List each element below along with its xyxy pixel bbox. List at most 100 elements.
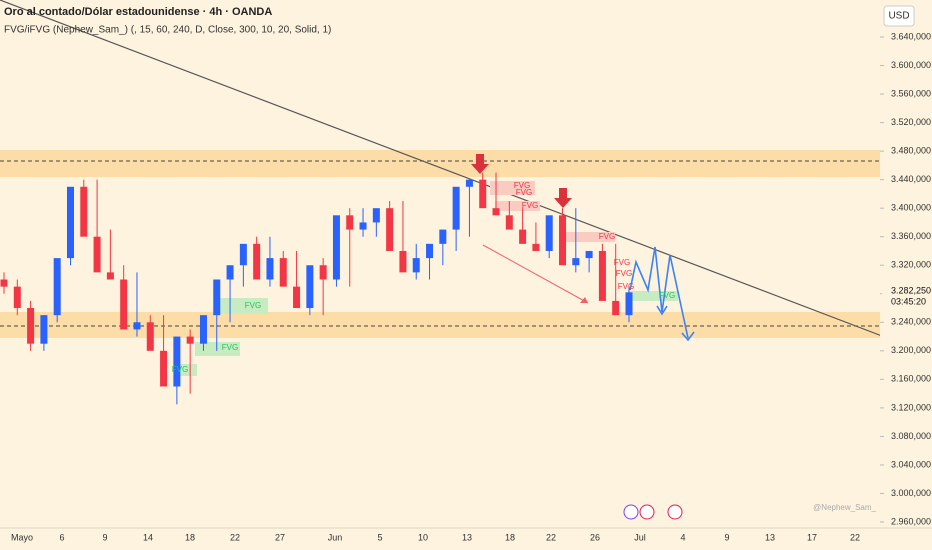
- x-tick-label: 17: [807, 532, 817, 542]
- fvg-box: [495, 201, 540, 211]
- arrow-head: [681, 331, 695, 342]
- price-axis: [880, 0, 932, 528]
- arrow-head: [656, 305, 668, 316]
- y-tick-label: 3.600,000: [891, 60, 931, 70]
- fvg-label: FVG: [245, 301, 261, 310]
- trendline: [0, 0, 883, 337]
- x-tick-label: 18: [185, 532, 195, 542]
- red-arrow: [554, 188, 572, 208]
- y-tick-label: 2.960,000: [891, 516, 931, 526]
- x-tick-label: 4: [680, 532, 685, 542]
- watermark: @Nephew_Sam_: [813, 503, 876, 512]
- candle-body: [0, 279, 8, 287]
- candle-body: [492, 208, 500, 216]
- y-tick-label: 3.040,000: [891, 459, 931, 469]
- y-tick-label: 3.560,000: [891, 88, 931, 98]
- y-tick-label: 3.360,000: [891, 231, 931, 241]
- candle-body: [452, 186, 460, 230]
- candle-body: [399, 250, 407, 273]
- candle-body: [572, 258, 580, 266]
- candle-body: [239, 243, 247, 266]
- candle-body: [598, 250, 606, 301]
- projection-path: [629, 246, 689, 339]
- candle-body: [505, 215, 513, 230]
- candle-body: [372, 208, 380, 223]
- fvg-label: FVG: [172, 365, 188, 374]
- fvg-box: [628, 291, 678, 301]
- event-icon[interactable]: [639, 504, 655, 520]
- candle-body: [532, 243, 540, 251]
- fvg-box: [565, 232, 615, 242]
- fvg-box: [175, 364, 197, 376]
- support-zone: [0, 312, 880, 338]
- y-tick-label: 3.640,000: [891, 31, 931, 41]
- x-tick-label: 26: [590, 532, 600, 542]
- down-arrow-line: [482, 244, 589, 304]
- x-tick-label: 14: [143, 532, 153, 542]
- candle-body: [465, 179, 473, 187]
- y-tick-label: 3.120,000: [891, 402, 931, 412]
- x-tick-label: 9: [102, 532, 107, 542]
- candle-body: [519, 229, 527, 244]
- currency: USD: [888, 11, 909, 22]
- candle-body: [146, 322, 154, 351]
- candle-body: [426, 243, 434, 259]
- event-icon[interactable]: [623, 504, 639, 520]
- x-tick-label: 13: [765, 532, 775, 542]
- candle-body: [253, 243, 261, 280]
- candle-body: [66, 186, 74, 259]
- x-tick-label: 22: [850, 532, 860, 542]
- currency-box[interactable]: [883, 5, 915, 27]
- fvg-label: FVG: [522, 201, 538, 210]
- candle-body: [306, 265, 314, 309]
- last-price-box: [882, 284, 932, 311]
- candle-body: [319, 265, 327, 280]
- x-tick-label: 18: [505, 532, 515, 542]
- candle-body: [27, 308, 35, 344]
- candle-body: [13, 286, 21, 309]
- fvg-label: FVG: [599, 232, 615, 241]
- arrow-head: [580, 297, 588, 303]
- x-tick-label: 5: [377, 532, 382, 542]
- x-tick-label: Jul: [634, 532, 646, 542]
- candle-body: [40, 315, 48, 344]
- candle-body: [93, 236, 101, 273]
- x-tick-label: 6: [59, 532, 64, 542]
- x-tick-label: 10: [418, 532, 428, 542]
- candle-body: [439, 229, 447, 244]
- x-tick-label: 13: [462, 532, 472, 542]
- candle-body: [199, 315, 207, 344]
- candle-body: [186, 336, 194, 344]
- event-icon[interactable]: [667, 504, 683, 520]
- last-price: 3.282,250: [891, 286, 931, 296]
- fvg-label: FVG: [222, 343, 238, 352]
- candle-body: [106, 272, 114, 280]
- candle-body: [226, 265, 234, 280]
- x-tick-label: 22: [230, 532, 240, 542]
- y-tick-label: 3.480,000: [891, 145, 931, 155]
- candle-body: [479, 179, 487, 209]
- candle-body: [133, 322, 141, 330]
- candle-body: [585, 250, 593, 259]
- fvg-label: FVG: [514, 181, 530, 190]
- candle-body: [386, 208, 394, 251]
- y-tick-label: 3.000,000: [891, 488, 931, 498]
- chart-title: Oro al contado/Dólar estadounidense · 4h…: [4, 6, 272, 18]
- candle-body: [80, 186, 88, 237]
- indicator: FVG/iFVG (Nephew_Sam_) (, 15, 60, 240, D…: [4, 25, 331, 36]
- candle-body: [332, 215, 340, 280]
- y-tick-label: 3.520,000: [891, 117, 931, 127]
- candle-body: [559, 215, 567, 266]
- candle-body: [412, 258, 420, 273]
- x-tick-label: 9: [724, 532, 729, 542]
- candle-body: [266, 258, 274, 280]
- x-tick-label: Jun: [328, 532, 343, 542]
- candle-body: [53, 258, 61, 316]
- candle-body: [545, 215, 553, 251]
- candle-body: [612, 300, 620, 316]
- y-tick-label: 3.240,000: [891, 317, 931, 327]
- candle-body: [213, 279, 221, 316]
- y-tick-label: 3.200,000: [891, 345, 931, 355]
